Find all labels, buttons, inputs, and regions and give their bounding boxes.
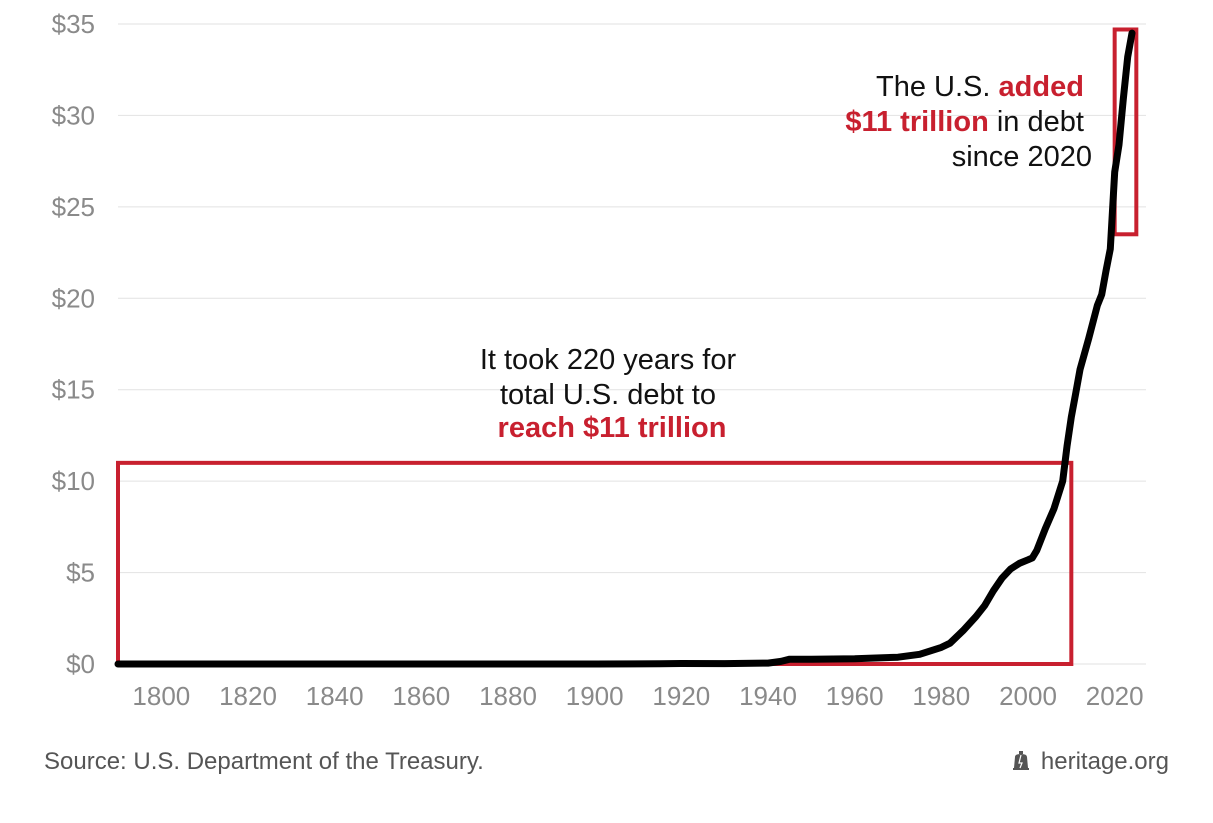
data-point [1130, 31, 1134, 35]
data-point [679, 662, 683, 665]
data-point [1026, 558, 1030, 562]
data-point [1087, 337, 1091, 340]
x-tick-label: 1940 [739, 681, 797, 711]
data-point [246, 662, 250, 666]
source-note: Source: U.S. Department of the Treasury. [44, 748, 484, 775]
annotation-2020-line-3: since 2020 [952, 141, 1092, 173]
data-point [723, 662, 727, 666]
data-point [1043, 527, 1047, 531]
data-point [1117, 143, 1121, 147]
data-point [1069, 415, 1073, 419]
data-point [1113, 170, 1117, 174]
data-point [809, 657, 813, 661]
data-point [766, 661, 770, 665]
data-point [1100, 293, 1104, 297]
brand-credit: heritage.org [1011, 748, 1169, 776]
y-tick-label: $25 [52, 192, 95, 222]
data-point [116, 662, 120, 666]
data-point [918, 652, 922, 656]
x-tick-label: 1980 [912, 681, 970, 711]
y-tick-label: $20 [52, 283, 95, 313]
data-point [506, 662, 510, 666]
data-point [1061, 479, 1065, 483]
data-point [1121, 97, 1125, 101]
y-tick-label: $35 [52, 9, 95, 39]
y-tick-label: $10 [52, 466, 95, 496]
data-point [1074, 391, 1078, 395]
data-point [939, 645, 943, 649]
data-point [853, 657, 857, 661]
data-point [1065, 444, 1069, 448]
annotation-2020-line-2-plain: in debt [989, 106, 1084, 138]
data-point [1009, 567, 1013, 571]
data-point [1052, 507, 1056, 511]
data-point [1108, 247, 1112, 251]
x-tick-label: 1880 [479, 681, 537, 711]
data-point [983, 604, 987, 607]
data-point [961, 629, 965, 633]
annotation-220-line-1: It took 220 years for [480, 344, 737, 376]
data-point [333, 662, 337, 666]
data-point [1017, 561, 1021, 565]
x-axis-tick-labels: 1800 1820 1840 1860 1880 1900 1920 1940 1960 1980… [132, 681, 1143, 711]
brand-name: heritage.org [1040, 748, 1169, 775]
data-point [1104, 269, 1108, 273]
x-tick-label: 2020 [1086, 681, 1144, 711]
x-tick-label: 1900 [566, 681, 624, 711]
x-tick-label: 1800 [132, 681, 190, 711]
y-tick-label: $5 [66, 558, 95, 588]
data-point [896, 655, 900, 659]
data-point [159, 662, 163, 666]
annotation-220-line-2: total U.S. debt to [500, 379, 716, 411]
annotation-2020-line-1-highlight: added [999, 71, 1084, 103]
data-point [1035, 549, 1039, 553]
x-tick-label: 1840 [306, 681, 364, 711]
annotation-220-line-3: reach $11 trillion [498, 412, 727, 444]
data-point [1126, 55, 1130, 59]
annotation-220-years: It took 220 years for total U.S. debt to… [480, 344, 744, 444]
y-axis-tick-labels: $0 $5 $10 $15 $20 $25 $30 $35 [52, 9, 95, 679]
annotation-2020-line-2-highlight: $11 trillion [845, 106, 988, 138]
data-point [974, 615, 978, 618]
y-tick-label: $30 [52, 100, 95, 130]
x-tick-label: 1860 [392, 681, 450, 711]
data-point [1078, 368, 1082, 372]
data-point [991, 589, 995, 593]
data-point [593, 662, 597, 666]
annotation-2020-line-1-plain: The U.S. [876, 71, 999, 103]
data-point [788, 657, 792, 661]
x-tick-label: 1820 [219, 681, 277, 711]
x-tick-label: 1920 [652, 681, 710, 711]
since-2020-highlight-box [1112, 27, 1139, 237]
gridlines [118, 23, 1146, 665]
data-point [1030, 556, 1034, 560]
y-tick-label: $15 [52, 375, 95, 405]
220-years-highlight-box [116, 460, 1074, 666]
data-point [1000, 576, 1004, 580]
data-point [948, 641, 952, 645]
data-point [419, 662, 423, 666]
debt-data-points [116, 31, 1134, 666]
x-tick-label: 2000 [999, 681, 1057, 711]
liberty-bell-icon [1012, 751, 1029, 770]
data-point [779, 659, 783, 663]
x-tick-label: 1960 [826, 681, 884, 711]
annotation-since-2020: The U.S. added $11 trillion in debt sinc… [845, 71, 1092, 173]
data-point [1095, 304, 1099, 308]
y-tick-label: $0 [66, 649, 95, 679]
debt-series-line [114, 29, 1136, 668]
data-point [658, 662, 662, 666]
